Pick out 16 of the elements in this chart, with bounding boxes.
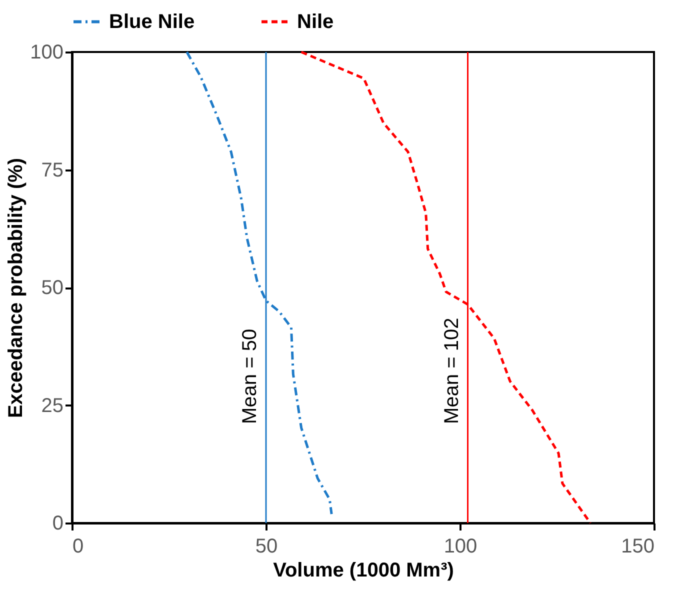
ref-line-label: Mean = 102	[440, 318, 463, 424]
legend-label: Nile	[297, 10, 334, 33]
y-tick-label: 100	[30, 42, 64, 64]
legend-label: Blue Nile	[109, 10, 195, 33]
x-tick-label: 50	[255, 536, 278, 558]
y-tick-label: 25	[41, 394, 64, 417]
y-tick-label: 75	[41, 159, 64, 182]
y-tick-label: 0	[52, 512, 64, 534]
x-tick-label: 150	[621, 536, 654, 558]
x-tick-label: 0	[72, 536, 84, 558]
x-axis-title: Volume (1000 Mm³)	[273, 560, 454, 582]
y-tick-label: 50	[41, 277, 64, 299]
line-series	[300, 50, 592, 524]
y-axis-title: Exceedance probability (%)	[5, 158, 28, 418]
x-tick-label: 100	[444, 536, 478, 558]
ref-line-label: Mean = 50	[239, 328, 261, 424]
